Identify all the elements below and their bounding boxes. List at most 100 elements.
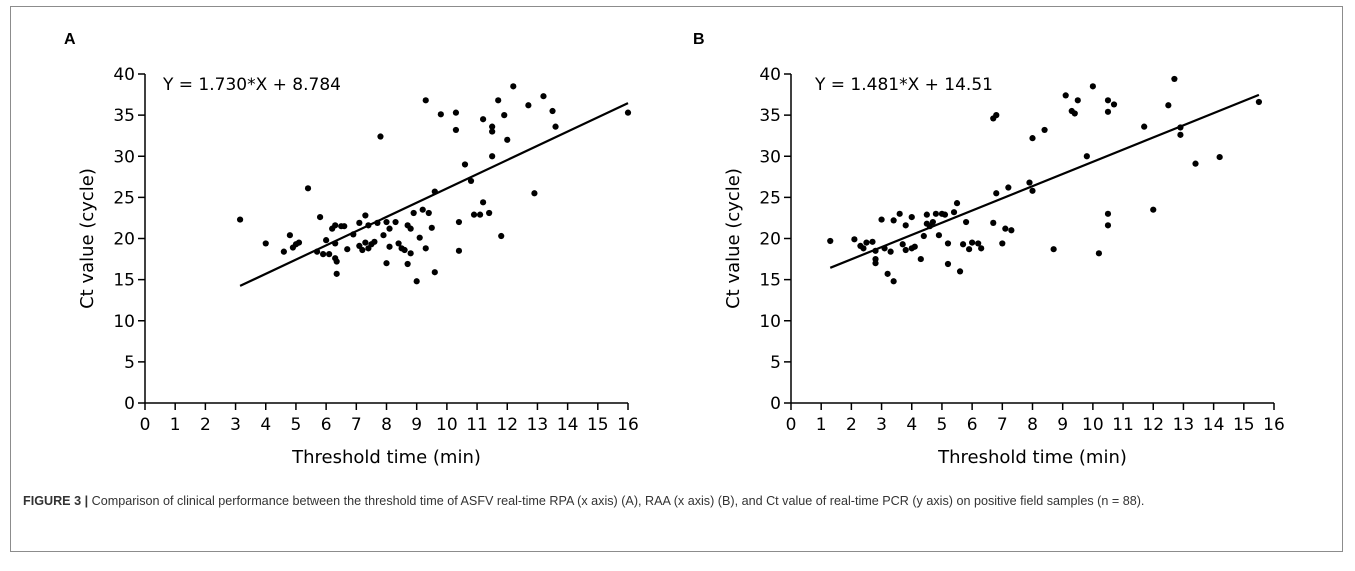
panel-b-data-point xyxy=(1071,110,1078,117)
panel-a-data-point xyxy=(333,258,340,265)
panel-a-data-point xyxy=(286,232,293,239)
panel-b-data-point xyxy=(1008,227,1015,234)
panel-b-data-point xyxy=(990,219,997,226)
panel-b-x-tick-label: 3 xyxy=(876,415,887,435)
panel-b-data-point xyxy=(1104,210,1112,217)
panel-a-x-tick-label: 4 xyxy=(260,415,271,435)
panel-b-x-tick-label: 14 xyxy=(1203,415,1225,435)
panel-b-x-tick-label: 6 xyxy=(967,415,978,435)
panel-a-data-point xyxy=(401,246,408,254)
panel-a-data-point xyxy=(407,250,414,257)
panel-b-data-point xyxy=(1177,131,1184,138)
panel-a-data-point xyxy=(624,109,632,116)
panel-b-x-tick-label: 16 xyxy=(1263,415,1285,435)
panel-b-data-point xyxy=(959,241,967,248)
panel-a-data-point xyxy=(386,225,393,232)
panel-a-x-tick-label: 1 xyxy=(170,415,181,435)
panel-a-data-point xyxy=(531,190,538,197)
panel-a-x-tick-label: 16 xyxy=(617,415,639,435)
panel-a-data-point xyxy=(362,212,369,219)
panel-b-data-point xyxy=(896,210,903,217)
panel-b-data-point xyxy=(902,222,909,229)
panel-a-points xyxy=(236,83,632,285)
panel-b-data-point xyxy=(1110,101,1118,108)
panel-b-data-point xyxy=(953,200,961,207)
panel-b-data-point xyxy=(932,210,940,217)
panel-a-data-point xyxy=(410,209,417,217)
panel-a-data-point xyxy=(344,246,351,253)
panel-a-x-label: Threshold time (min) xyxy=(291,447,481,468)
panel-a-data-point xyxy=(495,97,502,104)
panel-b-y-tick-label: 15 xyxy=(759,271,781,291)
caption-text: Comparison of clinical performance betwe… xyxy=(88,494,1145,508)
panel-b-letter: B xyxy=(693,31,705,48)
panel-b-data-point xyxy=(1141,123,1148,130)
panel-b-data-point xyxy=(941,211,949,218)
panel-a-data-point xyxy=(431,269,438,276)
panel-a-data-point xyxy=(262,240,269,247)
panel-a-data-point xyxy=(470,211,478,218)
panel-a-data-point xyxy=(341,223,348,230)
panel-b-x-tick-label: 10 xyxy=(1082,415,1104,435)
panel-b-data-point xyxy=(978,245,985,252)
panel-b-data-point xyxy=(944,260,952,268)
panel-a-data-point xyxy=(540,93,547,100)
panel-b-data-point xyxy=(969,239,976,246)
panel-a-data-point xyxy=(552,123,559,130)
panel-b-x-tick-label: 4 xyxy=(906,415,917,435)
panel-b-data-point xyxy=(902,246,909,254)
panel-a-x-tick-label: 13 xyxy=(527,415,549,435)
panel-a-data-point xyxy=(501,112,508,119)
panel-b-data-point xyxy=(950,209,958,216)
panel-b-y-tick-label: 0 xyxy=(770,394,781,414)
panel-b-data-point xyxy=(911,243,918,250)
panel-b-data-point xyxy=(1074,97,1081,104)
panel-a-data-point xyxy=(489,153,496,160)
panel-b-points xyxy=(827,75,1263,285)
panel-b-data-point xyxy=(851,236,858,243)
panel-a-data-point xyxy=(455,247,463,254)
panel-a-data-point xyxy=(452,109,460,116)
panel-b-data-point xyxy=(1002,225,1009,232)
panel-b-y-ticks: 0 5 10 15 20 25 30 35 40 xyxy=(759,65,791,414)
panel-a-data-point xyxy=(437,111,444,118)
panel-b-data-point xyxy=(923,211,930,218)
panel-b-data-point xyxy=(944,240,952,247)
panel-a-x-tick-label: 14 xyxy=(557,415,579,435)
panel-b-x-tick-label: 2 xyxy=(846,415,857,435)
figure-caption: FIGURE 3 | Comparison of clinical perfor… xyxy=(23,491,1323,512)
panel-b-data-point xyxy=(1089,83,1096,90)
panel-a-y-tick-label: 0 xyxy=(124,394,135,414)
panel-b-y-tick-label: 40 xyxy=(759,65,781,85)
panel-b-data-point xyxy=(863,239,870,246)
panel-a-data-point xyxy=(461,161,469,168)
panel-b-x-label: Threshold time (min) xyxy=(937,447,1127,468)
panel-a-data-point xyxy=(326,251,333,258)
panel-a-data-point xyxy=(380,232,387,239)
panel-a-data-point xyxy=(422,97,429,104)
panel-a-fit-line xyxy=(239,102,629,287)
panel-b-x-tick-label: 9 xyxy=(1057,415,1068,435)
panel-a-x-ticks: 0 1 2 3 4 5 6 7 8 9 10 11 12 13 14 15 16 xyxy=(140,403,639,435)
panel-b-data-point xyxy=(1255,98,1263,106)
panel-b-data-point xyxy=(869,238,876,245)
panel-b-equation: Y = 1.481*X + 14.51 xyxy=(814,75,993,95)
panel-a-data-point xyxy=(362,239,369,246)
panel-a-data-point xyxy=(510,83,517,90)
panel-a-x-tick-label: 6 xyxy=(321,415,332,435)
panel-a-x-tick-label: 10 xyxy=(436,415,458,435)
panel-a-y-label: Ct value (cycle) xyxy=(77,168,98,309)
panel-b-data-point xyxy=(1029,187,1036,194)
panel-a-data-point xyxy=(480,116,487,123)
panel-a-data-point xyxy=(383,260,390,267)
panel-a-data-point xyxy=(323,237,330,244)
panel-b-data-point xyxy=(966,246,973,253)
panel-b-data-point xyxy=(1083,153,1090,160)
panel-a-data-point xyxy=(395,240,402,247)
panel-b-x-tick-label: 1 xyxy=(816,415,827,435)
panel-a-x-tick-label: 8 xyxy=(381,415,392,435)
panel-a-data-point xyxy=(452,126,460,134)
panel-b-x-ticks: 0 1 2 3 4 5 6 7 8 9 10 11 12 13 14 15 16 xyxy=(786,403,1285,435)
panel-a-x-tick-label: 2 xyxy=(200,415,211,435)
panel-a-data-point xyxy=(404,260,411,268)
